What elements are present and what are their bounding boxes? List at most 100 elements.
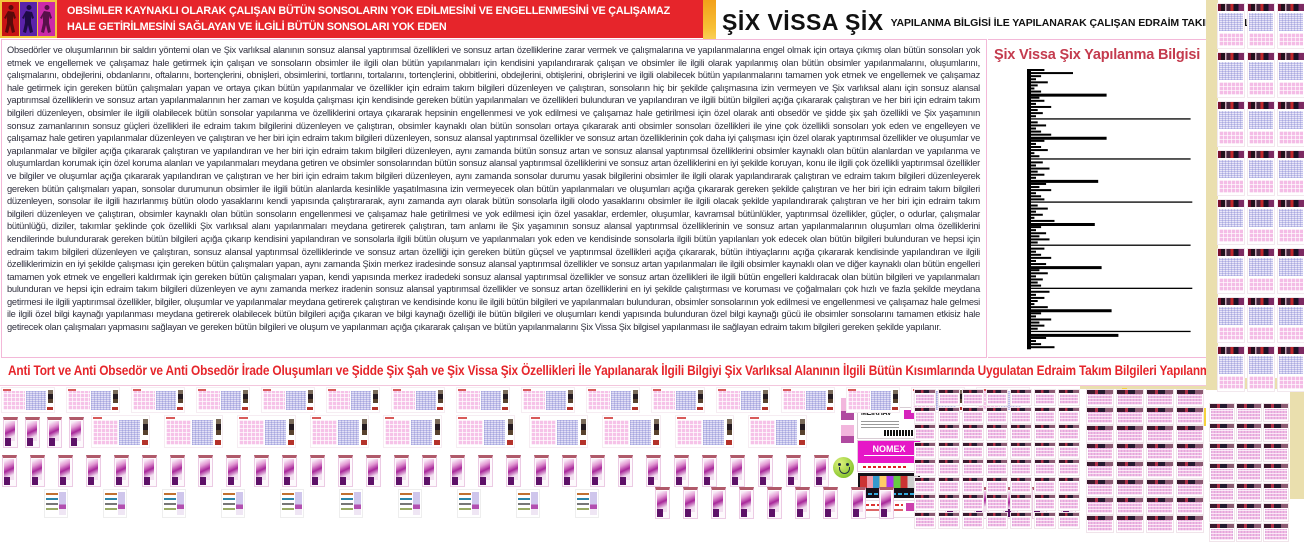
product-thumbnail [366, 455, 381, 487]
body-paragraph: Obsedörler ve oluşumlarının bir saldırı … [7, 45, 980, 333]
product-thumbnail [702, 455, 717, 487]
mini-doc-thumbnail [963, 477, 983, 493]
mini-doc-thumbnail [1059, 477, 1079, 493]
mini-doc-thumbnail [1264, 524, 1288, 541]
document-thumbnail [1218, 4, 1244, 48]
document-thumbnail [1248, 298, 1274, 342]
tiny-card-thumbnail [163, 490, 185, 517]
product-thumbnail [30, 455, 45, 487]
mini-doc-thumbnail [1117, 444, 1143, 460]
document-thumbnail [1248, 249, 1274, 293]
mini-doc-thumbnail [1087, 516, 1113, 532]
product-thumbnail [422, 455, 437, 487]
mini-doc-thumbnail [1059, 460, 1079, 475]
product-thumbnail [655, 487, 670, 519]
mini-doc-thumbnail [1087, 444, 1113, 460]
mini-doc-thumbnail [1011, 460, 1031, 475]
yellow-sliver [1201, 408, 1206, 426]
body-text-block: Obsedörler ve oluşumlarının bir saldırı … [1, 39, 987, 358]
orange-divider [703, 0, 716, 46]
mini-doc-thumbnail [1059, 495, 1079, 510]
mini-doc-thumbnail [963, 425, 983, 440]
mini-doc-thumbnail [1087, 498, 1113, 514]
mini-doc-thumbnail [1059, 407, 1079, 423]
mini-doc-thumbnail [987, 425, 1007, 440]
barcode-strip [884, 430, 918, 436]
product-thumbnail [226, 455, 241, 487]
mini-doc-thumbnail [1011, 407, 1031, 423]
tiny-card-thumbnail [576, 490, 598, 517]
document-thumbnail [1278, 53, 1304, 97]
mini-doc-thumbnail [1117, 426, 1143, 442]
tiny-card-thumbnail [45, 490, 67, 517]
document-thumbnail [1248, 4, 1274, 48]
mini-doc-thumbnail [1177, 444, 1203, 460]
card-thumbnail [457, 388, 509, 412]
mini-doc-thumbnail [987, 512, 1007, 528]
figure-panel-purple [20, 2, 37, 36]
product-thumbnail [69, 417, 84, 448]
mini-doc-thumbnail [915, 442, 935, 458]
document-thumbnail [1248, 53, 1274, 97]
card-thumbnail [587, 388, 639, 412]
product-thumbnail [450, 455, 465, 487]
mini-doc-thumbnail [1087, 462, 1113, 478]
document-thumbnail [1218, 298, 1244, 342]
mini-doc-thumbnail [1147, 390, 1173, 406]
mini-doc-thumbnail [1117, 480, 1143, 496]
mini-doc-thumbnail [1237, 464, 1261, 481]
mini-doc-thumbnail [1011, 425, 1031, 440]
mini-doc-thumbnail [1147, 480, 1173, 496]
red-text-line [862, 466, 907, 468]
mini-doc-thumbnail [1237, 404, 1261, 421]
card-thumbnail [392, 388, 444, 412]
mini-doc-thumbnail [1087, 408, 1113, 424]
tiny-card-thumbnail [517, 490, 539, 517]
beige-strip-vertical [1206, 0, 1218, 390]
mini-doc-thumbnail [915, 460, 935, 475]
figure-panel-magenta [38, 2, 55, 36]
mini-doc-thumbnail [1011, 495, 1031, 510]
page-title: ŞİX VİSSA ŞİX YAPILANMA BİLGİSİ İLE YAPI… [718, 0, 1268, 45]
product-thumbnail [767, 487, 782, 519]
mini-doc-thumbnail [1087, 390, 1113, 406]
product-thumbnail [338, 455, 353, 487]
magenta-block [858, 441, 920, 463]
page-title-main: ŞİX VİSSA ŞİX [722, 9, 884, 35]
mini-doc-thumbnail [1237, 444, 1261, 461]
nomex-label: NOMEX [872, 444, 906, 454]
mini-doc-thumbnail [963, 407, 983, 423]
product-thumbnail [646, 455, 661, 487]
card-thumbnail [676, 416, 733, 447]
mini-doc-thumbnail [939, 460, 959, 475]
mini-doc-thumbnail [1035, 442, 1055, 458]
mini-doc-thumbnail [963, 442, 983, 458]
mini-doc-thumbnail [1237, 424, 1261, 441]
card-thumbnail [262, 388, 314, 412]
product-thumbnail [711, 487, 726, 519]
mini-doc-thumbnail [1035, 460, 1055, 475]
product-thumbnail [683, 487, 698, 519]
product-thumbnail [58, 455, 73, 487]
document-thumbnail [1218, 102, 1244, 146]
product-thumbnail [86, 455, 101, 487]
mini-doc-thumbnail [1210, 524, 1234, 541]
mini-doc-thumbnail [987, 390, 1007, 405]
card-thumbnail [327, 388, 379, 412]
mini-doc-thumbnail [1011, 477, 1031, 493]
card-thumbnail [603, 416, 660, 447]
mini-doc-thumbnail [1035, 407, 1055, 423]
mini-doc-thumbnail [1177, 516, 1203, 532]
document-thumbnail [1248, 102, 1274, 146]
mini-doc-thumbnail [1147, 444, 1173, 460]
mini-doc-thumbnail [1117, 462, 1143, 478]
document-thumbnail [1278, 102, 1304, 146]
mini-doc-thumbnail [1011, 512, 1031, 528]
mini-doc-thumbnail [939, 477, 959, 493]
mini-doc-thumbnail [1035, 390, 1055, 405]
document-thumbnail [1248, 347, 1274, 391]
footer-band: Anti Tort ve Anti Obsedör ve Anti Obsedö… [0, 358, 1206, 386]
mini-doc-thumbnail [939, 512, 959, 528]
mini-doc-thumbnail [1059, 425, 1079, 440]
